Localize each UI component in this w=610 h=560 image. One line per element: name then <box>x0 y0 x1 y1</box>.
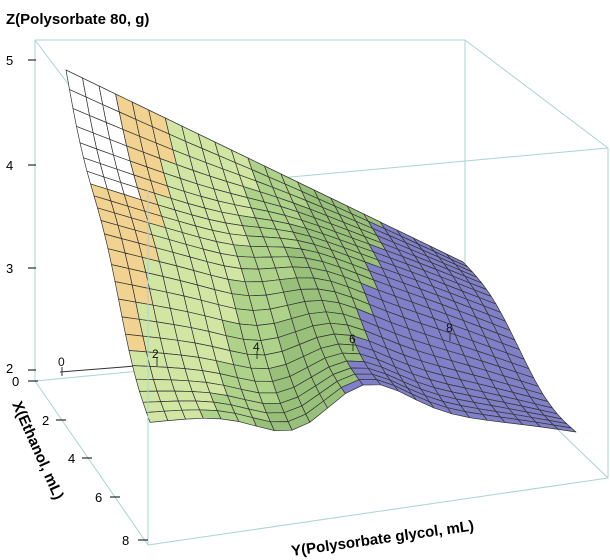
box-edge <box>464 39 609 149</box>
z-tick-label: 3 <box>6 261 13 276</box>
surface-cell <box>142 401 165 413</box>
z-tick-label: 2 <box>6 361 13 376</box>
x-tick-label: 6 <box>95 490 102 505</box>
bounding-box-front <box>147 148 609 546</box>
box-edge <box>147 477 609 546</box>
surface-cell <box>246 353 269 370</box>
surface-cell <box>240 268 263 283</box>
x-axis: 0 2 4 6 8 <box>12 374 148 548</box>
surface-cell <box>266 412 289 423</box>
y-tick-label: 2 <box>152 347 159 361</box>
surface-cell <box>248 294 271 311</box>
floor-edge <box>34 380 149 546</box>
y-tick-label: 6 <box>349 332 356 346</box>
y-tick-label: 8 <box>446 321 453 335</box>
y-axis: 0 2 4 6 8 <box>58 321 453 376</box>
surface-cell <box>139 390 161 403</box>
surface-cell <box>254 256 276 270</box>
surface-cell <box>258 392 281 404</box>
surface-mesh <box>65 69 577 433</box>
z-axis: 5 4 3 2 <box>6 53 36 376</box>
surface-cell <box>146 410 169 423</box>
y-axis-title: Y(Polysorbate glycol, mL) <box>290 517 475 559</box>
z-tick-label: 5 <box>6 53 13 68</box>
z-axis-title: Z(Polysorbate 80, g) <box>6 11 149 28</box>
x-tick-label: 8 <box>122 533 129 548</box>
x-tick-label: 4 <box>68 451 75 466</box>
surface-cell <box>262 402 285 414</box>
y-tick-label: 4 <box>253 340 260 354</box>
surface-cell <box>254 380 277 394</box>
surface-cell <box>244 281 267 297</box>
surface-cell <box>553 424 577 433</box>
x-tick-label: 2 <box>42 413 49 428</box>
x-tick-label: 0 <box>12 374 19 389</box>
surface-cell <box>270 421 293 431</box>
y-tick-label: 0 <box>58 355 65 369</box>
z-tick-label: 4 <box>6 158 13 173</box>
surface-cell <box>250 367 273 382</box>
